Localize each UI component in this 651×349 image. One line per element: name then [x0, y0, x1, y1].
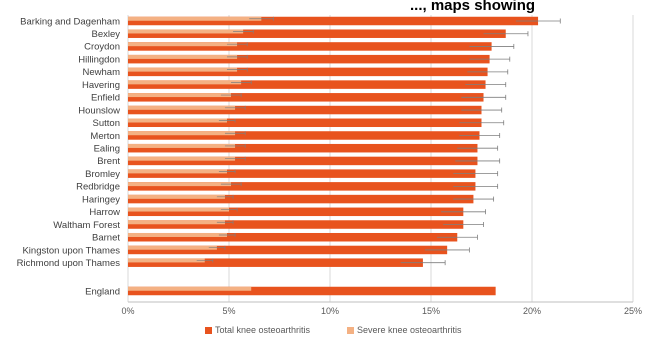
bar-severe: [128, 156, 236, 161]
bar-severe: [128, 42, 238, 47]
bar-severe: [128, 105, 236, 110]
bar-total: [128, 54, 490, 64]
bar-severe: [128, 207, 229, 212]
bar-total: [128, 118, 482, 128]
category-label: Ealing: [94, 144, 120, 155]
x-tick-label: 20%: [523, 306, 541, 316]
category-label: Croydon: [84, 42, 120, 53]
category-label: Bromley: [85, 169, 120, 180]
x-tick-label: 10%: [321, 306, 339, 316]
bar-total: [128, 194, 474, 204]
bar-total: [128, 286, 496, 296]
bar-total: [128, 105, 482, 115]
legend-label-severe: Severe knee osteoarthritis: [357, 325, 462, 335]
bar-severe: [128, 16, 262, 21]
category-label: Sutton: [93, 118, 120, 129]
bar-total: [128, 232, 458, 242]
chart-title-partial: ..., maps showing: [410, 0, 535, 14]
bar-severe: [128, 67, 238, 72]
bar-severe: [128, 143, 236, 148]
category-label: Newham: [83, 67, 121, 78]
bar-total: [128, 143, 478, 153]
bar-total: [128, 182, 476, 191]
category-label: Hillingdon: [78, 54, 120, 65]
category-label: Havering: [82, 80, 120, 91]
category-label: Bexley: [91, 29, 120, 40]
bar-total: [128, 80, 486, 89]
bar-total: [128, 156, 478, 166]
category-label: Brent: [97, 156, 120, 167]
bar-total: [128, 131, 480, 140]
bar-severe: [128, 182, 232, 187]
category-label: Kingston upon Thames: [22, 245, 120, 256]
x-tick-label: 25%: [624, 306, 642, 316]
legend-swatch-severe: [347, 327, 354, 334]
bar-total: [128, 29, 506, 38]
x-tick-label: 15%: [422, 306, 440, 316]
bar-severe: [128, 232, 227, 237]
bar-severe: [128, 131, 236, 136]
bar-severe: [128, 286, 252, 291]
bar-severe: [128, 245, 217, 250]
category-label: England: [85, 286, 120, 297]
category-label: Enfield: [91, 93, 120, 104]
bar-total: [128, 16, 539, 26]
category-label: Richmond upon Thames: [17, 258, 121, 269]
bar-total: [128, 220, 464, 229]
bar-severe: [128, 194, 225, 199]
x-tick-label: 0%: [121, 306, 134, 316]
category-label: Hounslow: [78, 105, 120, 116]
x-tick-label: 5%: [222, 306, 235, 316]
bar-severe: [128, 169, 227, 174]
bar-total: [128, 42, 492, 51]
category-label: Harrow: [89, 207, 120, 218]
category-label: Barking and Dagenham: [20, 16, 120, 27]
bar-severe: [128, 220, 225, 225]
bar-severe: [128, 258, 205, 263]
category-label: Redbridge: [76, 182, 120, 193]
bar-severe: [128, 29, 244, 34]
category-label: Barnet: [92, 233, 120, 244]
bar-severe: [128, 80, 242, 85]
bar-total: [128, 169, 476, 178]
legend-swatch-total: [205, 327, 212, 334]
bar-total: [128, 93, 484, 102]
legend-label-total: Total knee osteoarthritis: [215, 325, 311, 335]
bar-severe: [128, 54, 238, 59]
bar-total: [128, 245, 448, 255]
bar-severe: [128, 93, 232, 98]
category-label: Waltham Forest: [53, 220, 120, 231]
category-label: Merton: [90, 131, 120, 142]
category-label: Haringey: [82, 194, 120, 205]
bar-severe: [128, 118, 227, 123]
bar-total: [128, 67, 488, 77]
bar-total: [128, 207, 464, 217]
bar-total: [128, 258, 423, 267]
